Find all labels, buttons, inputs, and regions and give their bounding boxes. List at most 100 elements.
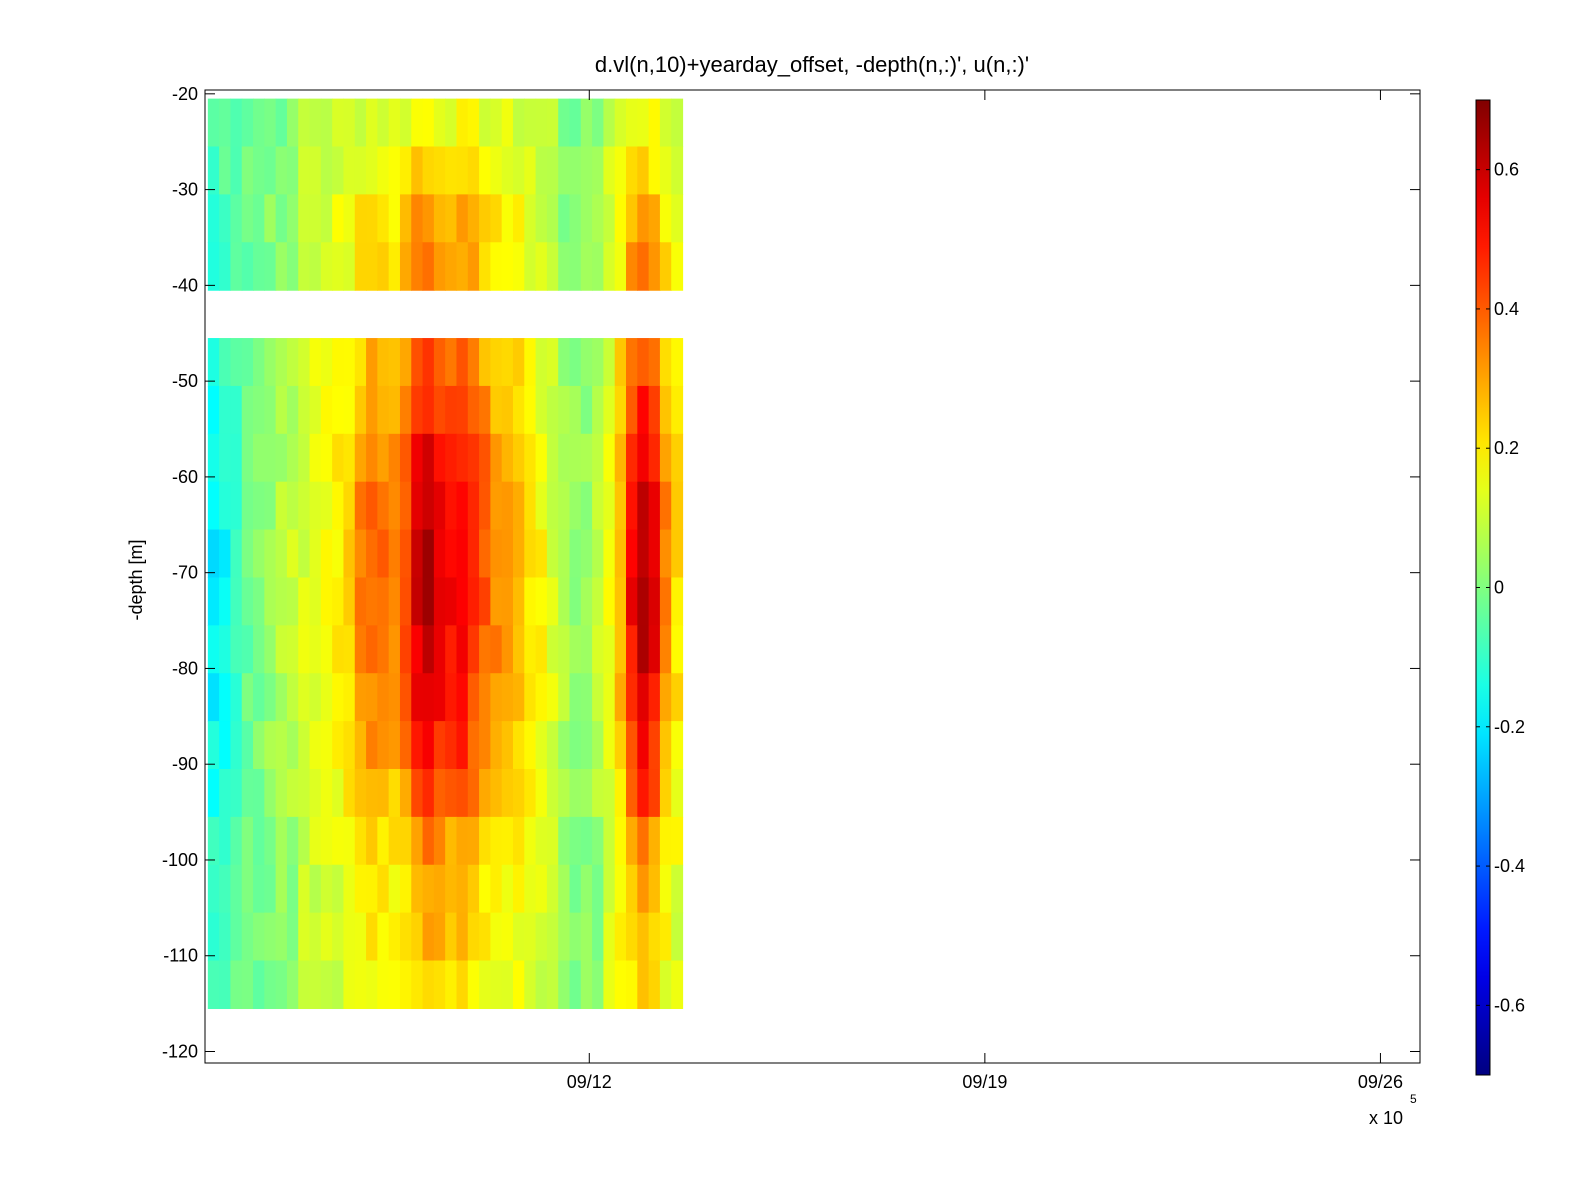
heatmap-cell (512, 721, 525, 770)
heatmap-cell (388, 385, 401, 435)
colorbar-tick-label: 0.4 (1494, 299, 1519, 319)
heatmap-cell (671, 960, 684, 1010)
heatmap-cell (445, 529, 458, 579)
heatmap-cell (298, 481, 311, 531)
heatmap-cell (343, 529, 356, 579)
heatmap-cell (286, 960, 299, 1010)
heatmap-cell (298, 98, 311, 148)
heatmap-cell (399, 242, 412, 291)
heatmap-cell (253, 385, 265, 435)
heatmap-cell (253, 433, 265, 483)
heatmap-cell (479, 433, 491, 483)
heatmap-cell (275, 385, 288, 435)
heatmap-cell (580, 529, 593, 579)
heatmap-cell (637, 194, 650, 243)
heatmap-cell (366, 194, 378, 243)
heatmap-cell (241, 816, 254, 866)
heatmap-cell (230, 146, 243, 195)
heatmap-cell (659, 816, 672, 866)
y-axis-label: -depth [m] (126, 539, 146, 620)
heatmap-cell (230, 194, 243, 243)
heatmap-cell (241, 625, 254, 674)
heatmap-cell (569, 433, 582, 483)
heatmap-cell (241, 912, 254, 962)
heatmap-cell (659, 529, 672, 579)
heatmap-cell (298, 194, 311, 243)
heatmap-cell (219, 864, 232, 914)
heatmap-cell (671, 146, 684, 195)
heatmap-cell (219, 912, 232, 962)
heatmap-cell (354, 864, 367, 914)
heatmap-cell (366, 577, 378, 626)
heatmap-cell (354, 481, 367, 531)
heatmap-cell (399, 385, 412, 435)
heatmap-cell (671, 481, 684, 531)
heatmap-cell (648, 98, 661, 148)
heatmap-cell (275, 529, 288, 579)
heatmap-cell (479, 816, 491, 866)
heatmap-cell (648, 529, 661, 579)
heatmap-cell (501, 721, 514, 770)
heatmap-cell (445, 816, 458, 866)
heatmap-cell (253, 242, 265, 291)
heatmap-cell (433, 912, 446, 962)
heatmap-cell (253, 960, 265, 1010)
heatmap-cell (569, 721, 582, 770)
colorbar-tick-label: 0 (1494, 578, 1504, 598)
heatmap-cell (648, 146, 661, 195)
heatmap-cell (399, 864, 412, 914)
heatmap-cell (422, 242, 435, 291)
heatmap-cell (603, 625, 616, 674)
heatmap-cell (332, 864, 345, 914)
heatmap-cell (445, 864, 458, 914)
heatmap-cell (603, 864, 616, 914)
heatmap-cell (659, 98, 672, 148)
heatmap-cell (207, 98, 220, 148)
heatmap-cell (524, 242, 537, 291)
heatmap-cell (456, 146, 469, 195)
heatmap-cell (286, 816, 299, 866)
heatmap-cell (626, 960, 638, 1010)
heatmap-cell (535, 721, 548, 770)
heatmap-cell (592, 481, 604, 531)
heatmap-cell (580, 768, 593, 818)
heatmap-cell (614, 960, 627, 1010)
heatmap-cell (366, 912, 378, 962)
heatmap-cell (377, 338, 390, 387)
heatmap-cell (332, 338, 345, 387)
heatmap-cell (592, 960, 604, 1010)
heatmap-cell (614, 912, 627, 962)
heatmap-cell (535, 194, 548, 243)
heatmap-cell (546, 338, 559, 387)
heatmap-cell (366, 529, 378, 579)
heatmap-cell (558, 864, 571, 914)
heatmap-cell (671, 768, 684, 818)
y-tick-label: -50 (172, 371, 198, 391)
heatmap-cell (264, 98, 277, 148)
heatmap-cell (354, 194, 367, 243)
heatmap-cell (671, 194, 684, 243)
heatmap-cell (603, 768, 616, 818)
heatmap-cell (637, 577, 650, 626)
heatmap-cell (399, 577, 412, 626)
heatmap-cell (558, 625, 571, 674)
heatmap-cell (275, 98, 288, 148)
heatmap-cell (626, 433, 638, 483)
heatmap-cell (230, 768, 243, 818)
heatmap-cell (388, 194, 401, 243)
heatmap-cell (614, 481, 627, 531)
heatmap-cell (512, 864, 525, 914)
heatmap-cell (309, 816, 322, 866)
heatmap-cell (569, 768, 582, 818)
heatmap-cell (479, 529, 491, 579)
heatmap-cell (614, 816, 627, 866)
heatmap-cell (626, 625, 638, 674)
heatmap-cell (399, 912, 412, 962)
colorbar-tick-label: -0.6 (1494, 995, 1525, 1015)
heatmap-cell (501, 960, 514, 1010)
heatmap-cell (524, 912, 537, 962)
heatmap-cell (512, 673, 525, 722)
heatmap-cell (411, 338, 424, 387)
heatmap-cell (286, 194, 299, 243)
